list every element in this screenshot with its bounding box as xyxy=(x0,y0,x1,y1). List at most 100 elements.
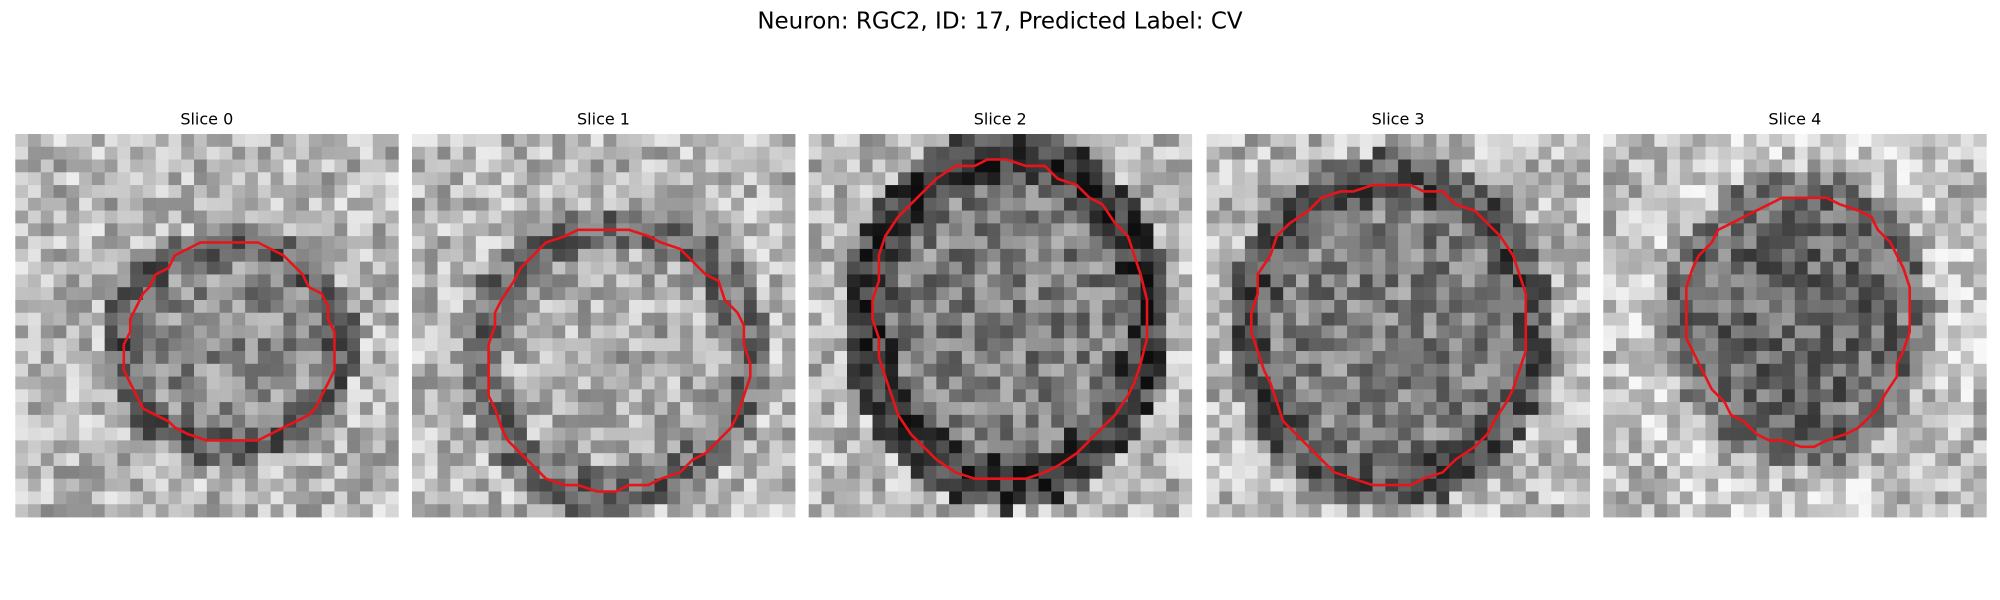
pixel xyxy=(641,159,655,173)
pixel xyxy=(1423,491,1437,505)
pixel xyxy=(1308,465,1322,480)
pixel xyxy=(1603,312,1617,326)
pixel xyxy=(1679,491,1694,505)
pixel xyxy=(372,287,386,301)
pixel xyxy=(769,427,783,441)
pixel xyxy=(1166,338,1180,352)
pixel xyxy=(117,287,131,301)
pixel xyxy=(1115,197,1129,211)
pixel xyxy=(1025,351,1039,365)
pixel xyxy=(206,440,220,454)
pixel xyxy=(1871,465,1885,480)
pixel xyxy=(270,504,284,518)
pixel xyxy=(577,402,592,416)
pixel xyxy=(1667,223,1681,237)
pixel xyxy=(961,427,976,441)
pixel xyxy=(1500,465,1514,480)
pixel xyxy=(1295,414,1310,429)
pixel xyxy=(181,274,195,288)
pixel xyxy=(488,134,502,148)
pixel xyxy=(1922,248,1936,263)
pixel xyxy=(321,172,335,186)
pixel xyxy=(1372,504,1386,518)
pixel xyxy=(1718,453,1732,467)
pixel xyxy=(1038,338,1052,352)
pixel xyxy=(1667,236,1681,250)
pixel xyxy=(1513,465,1527,480)
pixel xyxy=(718,491,732,505)
pixel xyxy=(168,402,182,416)
pixel xyxy=(1616,504,1630,518)
pixel xyxy=(1628,223,1642,237)
pixel xyxy=(1654,185,1668,199)
pixel xyxy=(130,427,144,441)
pixel xyxy=(808,223,822,237)
pixel xyxy=(1692,414,1706,429)
pixel xyxy=(1769,134,1783,148)
pixel xyxy=(245,478,259,492)
pixel xyxy=(1283,197,1297,211)
pixel xyxy=(1782,197,1796,211)
pixel xyxy=(321,478,335,492)
pixel xyxy=(1884,338,1898,352)
pixel xyxy=(1564,172,1578,186)
pixel xyxy=(1679,504,1694,518)
pixel xyxy=(1820,376,1834,390)
pixel xyxy=(412,427,426,441)
pixel xyxy=(475,185,489,199)
pixel xyxy=(526,299,541,314)
pixel xyxy=(1102,363,1116,377)
pixel xyxy=(412,134,426,148)
pixel xyxy=(821,159,835,173)
pixel xyxy=(1538,376,1552,390)
pixel xyxy=(334,274,348,288)
pixel xyxy=(1178,274,1193,288)
pixel xyxy=(1219,236,1233,250)
pixel xyxy=(743,504,758,518)
pixel xyxy=(1705,453,1719,467)
pixel xyxy=(718,338,732,352)
pixel xyxy=(859,338,873,352)
pixel xyxy=(321,338,335,352)
pixel xyxy=(1948,134,1962,148)
pixel xyxy=(385,185,399,199)
pixel xyxy=(616,504,630,518)
pixel xyxy=(1219,299,1233,314)
pixel xyxy=(1474,134,1488,148)
pixel xyxy=(731,287,745,301)
pixel xyxy=(1807,185,1821,199)
pixel xyxy=(1115,465,1129,480)
pixel xyxy=(117,210,131,224)
pixel xyxy=(1628,248,1642,263)
pixel xyxy=(360,159,374,173)
pixel xyxy=(1538,465,1552,480)
pixel xyxy=(1884,402,1898,416)
pixel xyxy=(1896,197,1911,211)
pixel xyxy=(1833,504,1847,518)
pixel xyxy=(705,376,719,390)
pixel xyxy=(1487,504,1501,518)
pixel xyxy=(987,504,1001,518)
pixel xyxy=(1500,134,1514,148)
pixel xyxy=(1064,159,1078,173)
pixel xyxy=(898,185,912,199)
pixel xyxy=(565,210,579,224)
pixel xyxy=(629,134,643,148)
pixel xyxy=(859,491,873,505)
pixel xyxy=(1782,351,1796,365)
pixel xyxy=(1257,287,1271,301)
pixel xyxy=(360,427,374,441)
pixel xyxy=(769,223,783,237)
pixel xyxy=(308,159,323,173)
pixel xyxy=(1564,159,1578,173)
pixel xyxy=(1321,248,1335,263)
pixel xyxy=(308,453,323,467)
pixel xyxy=(949,287,963,301)
pixel xyxy=(1232,287,1246,301)
pixel xyxy=(142,453,157,467)
pixel xyxy=(1038,172,1052,186)
pixel xyxy=(1769,491,1783,505)
pixel xyxy=(1794,287,1808,301)
pixel xyxy=(1922,185,1936,199)
pixel xyxy=(1705,261,1719,275)
